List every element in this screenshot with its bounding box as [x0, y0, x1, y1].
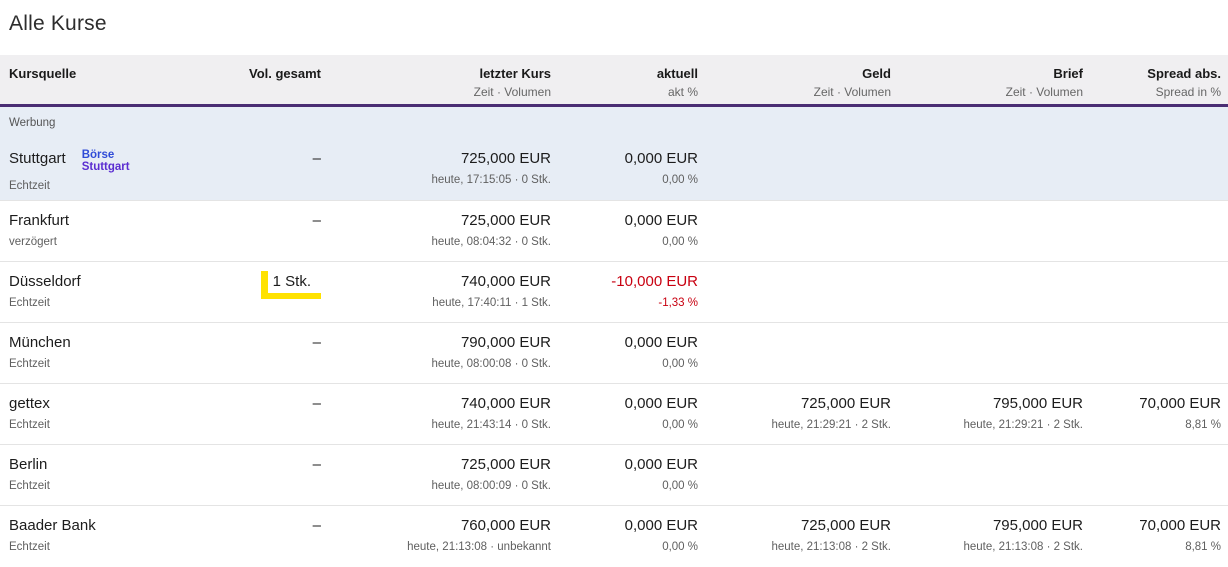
exchange-name: München: [9, 334, 71, 351]
table-row: Baader Bank Echtzeit – 760,000 EUR heute…: [0, 505, 1228, 566]
table-row: Frankfurt verzögert – 725,000 EUR heute,…: [0, 200, 1228, 261]
change-abs: -10,000 EUR: [611, 273, 698, 290]
total-volume: –: [312, 150, 321, 167]
total-volume: –: [312, 395, 321, 412]
change-abs: 0,000 EUR: [624, 150, 698, 167]
total-volume: –: [312, 456, 321, 473]
quote-mode-label: Echtzeit: [9, 358, 50, 370]
column-header-geld: Geld Zeit · Volumen: [813, 66, 891, 99]
spread-pct: 8,81 %: [1185, 419, 1221, 431]
column-header-brief: Brief Zeit · Volumen: [1005, 66, 1083, 99]
bid-price: 725,000 EUR: [800, 517, 891, 534]
highlight-marker: 1 Stk.: [260, 271, 321, 299]
exchange-name: Baader Bank: [9, 517, 96, 534]
last-price: 740,000 EUR: [460, 395, 551, 412]
exchange-name: gettex: [9, 395, 50, 412]
ad-block: Werbung Stuttgart Börse Stuttgart Echtze…: [0, 107, 1228, 200]
change-pct: 0,00 %: [662, 174, 698, 186]
column-header-kursquelle: Kursquelle: [9, 66, 77, 81]
exchange-name: Frankfurt: [9, 212, 70, 229]
change-abs: 0,000 EUR: [624, 395, 698, 412]
last-price-time: heute, 17:40:11 · 1 Stk.: [432, 297, 551, 309]
exchange-name: Stuttgart: [9, 150, 66, 167]
quote-mode-label: Echtzeit: [9, 541, 50, 553]
bid-price: 725,000 EUR: [800, 395, 891, 412]
total-volume: 1 Stk.: [272, 273, 311, 290]
total-volume: –: [312, 517, 321, 534]
last-price: 725,000 EUR: [460, 150, 551, 167]
change-pct: 0,00 %: [662, 236, 698, 248]
bid-time: heute, 21:29:21 · 2 Stk.: [771, 419, 891, 431]
last-price-time: heute, 17:15:05 · 0 Stk.: [431, 174, 551, 186]
last-price-time: heute, 08:00:09 · 0 Stk.: [431, 480, 551, 492]
table-row: Stuttgart Börse Stuttgart Echtzeit – 725…: [0, 139, 1228, 200]
column-header-spread: Spread abs. Spread in %: [1147, 66, 1221, 99]
exchange-name: Berlin: [9, 456, 48, 473]
page-title: Alle Kurse: [9, 12, 107, 35]
spread-abs: 70,000 EUR: [1139, 517, 1221, 534]
table-header: Kursquelle Vol. gesamt letzter Kurs Zeit…: [0, 55, 1228, 107]
last-price-time: heute, 08:00:08 · 0 Stk.: [431, 358, 551, 370]
change-abs: 0,000 EUR: [624, 212, 698, 229]
change-pct: 0,00 %: [662, 541, 698, 553]
spread-abs: 70,000 EUR: [1139, 395, 1221, 412]
quote-mode-label: Echtzeit: [9, 297, 50, 309]
quote-mode-label: Echtzeit: [9, 180, 50, 193]
last-price-time: heute, 21:13:08 · unbekannt: [407, 541, 551, 553]
change-abs: 0,000 EUR: [624, 517, 698, 534]
change-pct: 0,00 %: [662, 358, 698, 370]
table-row: Berlin Echtzeit – 725,000 EUR heute, 08:…: [0, 444, 1228, 505]
ad-label: Werbung: [9, 117, 56, 129]
ask-price: 795,000 EUR: [992, 395, 1083, 412]
change-abs: 0,000 EUR: [624, 456, 698, 473]
total-volume: –: [312, 334, 321, 351]
quote-mode-label: Echtzeit: [9, 419, 50, 431]
last-price: 740,000 EUR: [460, 273, 551, 290]
last-price: 725,000 EUR: [460, 456, 551, 473]
ask-price: 795,000 EUR: [992, 517, 1083, 534]
table-row: gettex Echtzeit – 740,000 EUR heute, 21:…: [0, 383, 1228, 444]
quote-mode-label: Echtzeit: [9, 480, 50, 492]
ask-time: heute, 21:13:08 · 2 Stk.: [963, 541, 1083, 553]
ask-time: heute, 21:29:21 · 2 Stk.: [963, 419, 1083, 431]
column-header-letzter-kurs: letzter Kurs Zeit · Volumen: [473, 66, 551, 99]
last-price: 725,000 EUR: [460, 212, 551, 229]
last-price: 790,000 EUR: [460, 334, 551, 351]
quote-mode-label: verzögert: [9, 236, 57, 248]
exchange-name: Düsseldorf: [9, 273, 81, 290]
bid-time: heute, 21:13:08 · 2 Stk.: [771, 541, 891, 553]
total-volume: –: [312, 212, 321, 229]
change-pct: 0,00 %: [662, 480, 698, 492]
table-row: Düsseldorf Echtzeit 1 Stk. 740,000 EUR h…: [0, 261, 1228, 322]
spread-pct: 8,81 %: [1185, 541, 1221, 553]
table-row: München Echtzeit – 790,000 EUR heute, 08…: [0, 322, 1228, 383]
last-price-time: heute, 08:04:32 · 0 Stk.: [431, 236, 551, 248]
column-header-aktuell: aktuell akt %: [656, 66, 698, 99]
change-pct: -1,33 %: [658, 297, 698, 309]
last-price: 760,000 EUR: [460, 517, 551, 534]
change-pct: 0,00 %: [662, 419, 698, 431]
column-header-vol-gesamt: Vol. gesamt: [248, 66, 321, 81]
change-abs: 0,000 EUR: [624, 334, 698, 351]
last-price-time: heute, 21:43:14 · 0 Stk.: [431, 419, 551, 431]
boerse-stuttgart-logo[interactable]: Börse Stuttgart: [81, 149, 130, 174]
